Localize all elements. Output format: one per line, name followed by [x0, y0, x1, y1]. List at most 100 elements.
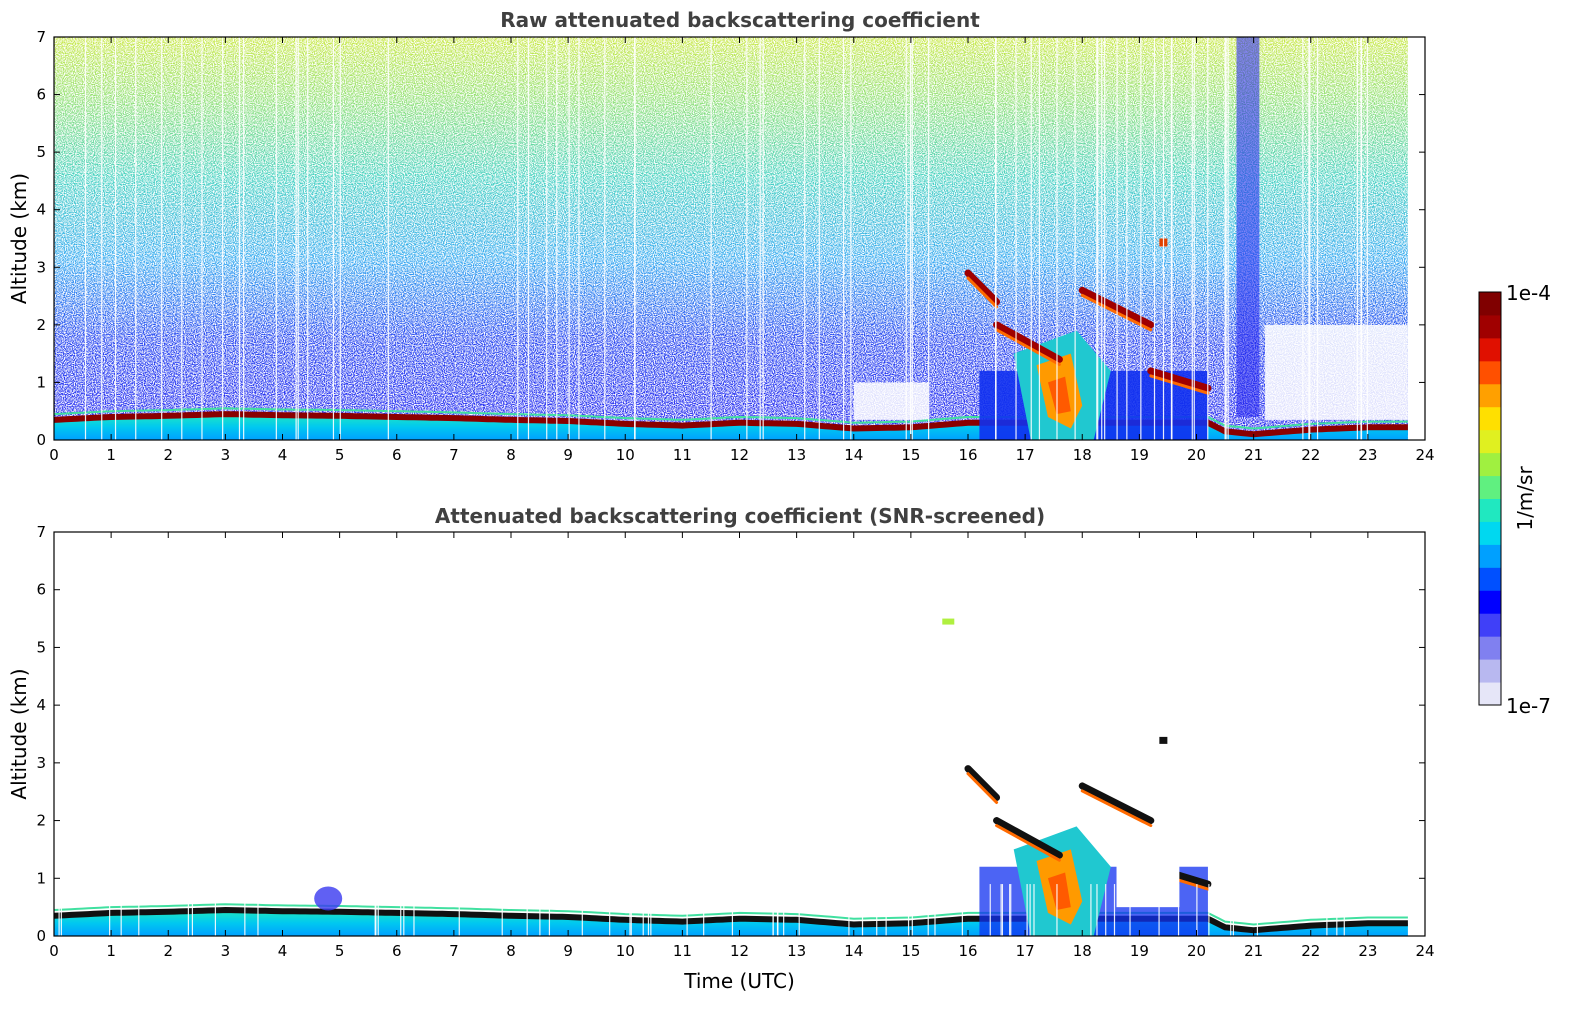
x-tick-label: 10	[616, 942, 635, 960]
x-tick-label: 4	[278, 942, 288, 960]
x-tick-label: 11	[673, 942, 692, 960]
y-tick-label: 5	[36, 143, 46, 161]
top-panel-title: Raw attenuated backscattering coefficien…	[500, 8, 980, 32]
y-tick-label: 6	[36, 581, 46, 599]
x-tick-label: 14	[844, 446, 863, 464]
x-tick-label: 4	[278, 446, 288, 464]
y-tick-label: 7	[36, 523, 46, 541]
isolated-echo	[1159, 736, 1168, 744]
cloud-layer-1	[993, 321, 1063, 363]
cloud-layer-0	[964, 765, 1001, 801]
y-tick-label: 6	[36, 86, 46, 104]
x-tick-label: 20	[1187, 446, 1206, 464]
colorbar-swatch	[1479, 406, 1501, 431]
noise-column	[1236, 37, 1260, 417]
x-tick-label: 5	[335, 942, 345, 960]
x-tick-label: 12	[730, 942, 749, 960]
colorbar-swatch	[1479, 682, 1501, 706]
colorbar-swatch	[1479, 452, 1501, 477]
x-tick-label: 10	[616, 446, 635, 464]
x-tick-label: 22	[1301, 446, 1320, 464]
top-heatmap-panel: 0 1 2 3 4 5 6 7 8 9 10 11 12 13 14 15 16 17 18 19 20 21 22 23 24…	[7, 28, 1435, 464]
colorbar-swatch	[1479, 429, 1501, 454]
x-tick-label: 3	[221, 942, 231, 960]
x-tick-label: 13	[787, 446, 806, 464]
colorbar-swatch	[1479, 292, 1501, 316]
x-tick-label: 22	[1301, 942, 1320, 960]
x-tick-label: 6	[392, 942, 402, 960]
x-tick-label: 13	[787, 942, 806, 960]
colorbar-swatch	[1479, 590, 1501, 614]
x-tick-label: 5	[335, 446, 345, 464]
x-tick-label: 15	[901, 446, 920, 464]
x-tick-label: 17	[1016, 942, 1035, 960]
cloud-layer-edge-3	[1149, 374, 1210, 395]
bottom-panel-title: Attenuated backscattering coefficient (S…	[434, 504, 1046, 528]
x-tick-label: 16	[958, 446, 977, 464]
x-tick-label: 6	[392, 446, 402, 464]
y-axis-label: Altitude (km)	[7, 173, 31, 304]
x-tick-label: 7	[449, 942, 459, 960]
x-tick-label: 12	[730, 446, 749, 464]
x-tick-label: 9	[563, 446, 573, 464]
colorbar-swatch	[1479, 659, 1501, 683]
screened-gap	[1116, 843, 1180, 908]
colorbar-swatch	[1479, 475, 1501, 499]
cloud-layer-edge-0	[966, 276, 999, 309]
isolated-echo	[942, 618, 955, 625]
colorbar-swatch	[1479, 498, 1501, 522]
heatmap-area	[54, 618, 1408, 936]
plot-frame	[53, 531, 1426, 937]
x-tick-label: 7	[449, 446, 459, 464]
x-tick-label: 24	[1415, 942, 1434, 960]
heatmap-area	[54, 37, 1408, 440]
x-tick-label: 24	[1415, 446, 1434, 464]
colorbar-swatch	[1479, 613, 1501, 637]
colorbar-swatch	[1479, 383, 1501, 408]
y-tick-label: 3	[36, 754, 46, 772]
x-tick-label: 15	[901, 942, 920, 960]
colorbar-max-label: 1e-4	[1506, 281, 1551, 305]
x-tick-label: 9	[563, 942, 573, 960]
y-tick-label: 0	[36, 927, 46, 945]
precip-core-inner	[1047, 376, 1071, 415]
y-tick-label: 1	[36, 373, 46, 391]
x-tick-label: 3	[221, 446, 231, 464]
colorbar-swatch	[1479, 544, 1501, 568]
y-tick-label: 5	[36, 638, 46, 656]
colorbar-swatch	[1479, 314, 1501, 339]
x-tick-label: 19	[1130, 446, 1149, 464]
cloud-layer-0	[964, 269, 1001, 306]
clear-region	[1265, 324, 1408, 420]
colorbar-swatch	[1479, 636, 1501, 660]
colorbar: 1e-4 1e-7 1/m/sr	[1478, 281, 1551, 718]
y-tick-label: 4	[36, 201, 46, 219]
x-tick-label: 18	[1073, 942, 1092, 960]
cloud-layer-3	[1147, 367, 1212, 392]
y-tick-label: 3	[36, 258, 46, 276]
x-tick-label: 2	[163, 942, 173, 960]
x-tick-label: 21	[1244, 942, 1263, 960]
x-axis-label: Time (UTC)	[683, 969, 795, 993]
colorbar-swatch	[1479, 337, 1501, 362]
aerosol-plume	[314, 886, 343, 911]
x-tick-label: 17	[1016, 446, 1035, 464]
cloud-layer-2	[1078, 782, 1155, 825]
x-tick-label: 8	[506, 446, 516, 464]
x-tick-label: 21	[1244, 446, 1263, 464]
x-tick-label: 0	[49, 446, 59, 464]
colorbar-frame	[1478, 291, 1502, 706]
cloud-layer-edge-1	[995, 824, 1061, 862]
x-tick-label: 8	[506, 942, 516, 960]
x-tick-label: 19	[1130, 942, 1149, 960]
y-tick-label: 0	[36, 431, 46, 449]
x-tick-label: 1	[106, 942, 116, 960]
precip-core-inner	[1047, 872, 1071, 911]
x-tick-label: 0	[49, 942, 59, 960]
x-tick-label: 23	[1358, 446, 1377, 464]
colorbar-swatch	[1479, 521, 1501, 545]
colorbar-unit-label: 1/m/sr	[1513, 466, 1537, 531]
colorbar-min-label: 1e-7	[1506, 694, 1551, 718]
cloud-layer-1	[993, 817, 1063, 859]
